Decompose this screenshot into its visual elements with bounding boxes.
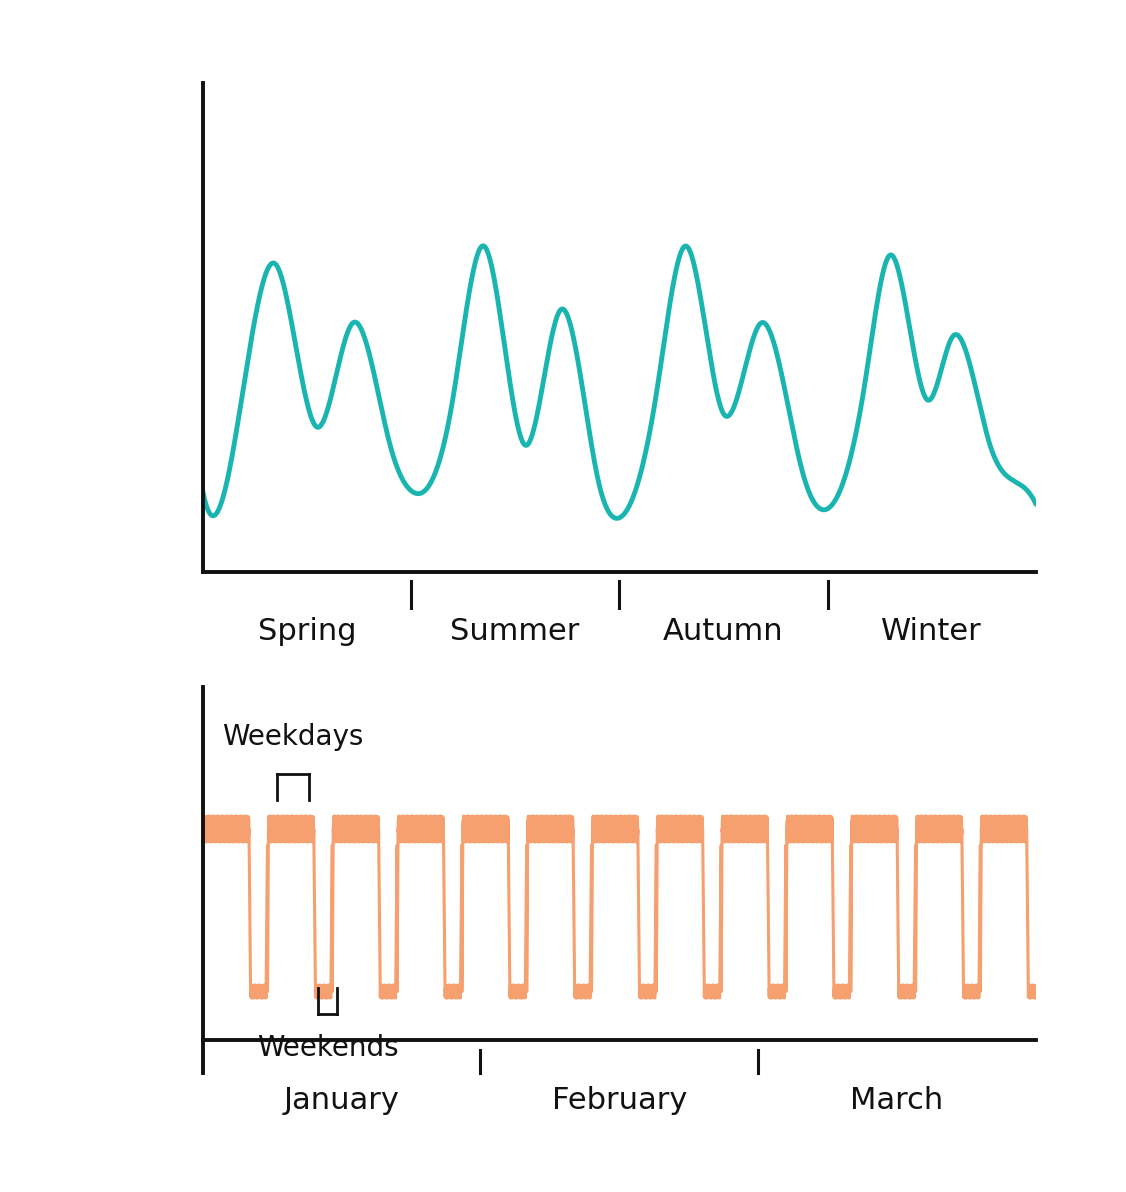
Text: February: February [552, 1086, 687, 1115]
Text: Winter: Winter [882, 617, 982, 646]
Text: Weekdays: Weekdays [222, 724, 364, 751]
Text: Weekends: Weekends [257, 1033, 399, 1062]
Text: Autumn: Autumn [663, 617, 784, 646]
Text: March: March [850, 1086, 944, 1115]
Text: January: January [284, 1086, 400, 1115]
Text: Summer: Summer [450, 617, 580, 646]
Text: Spring: Spring [258, 617, 356, 646]
